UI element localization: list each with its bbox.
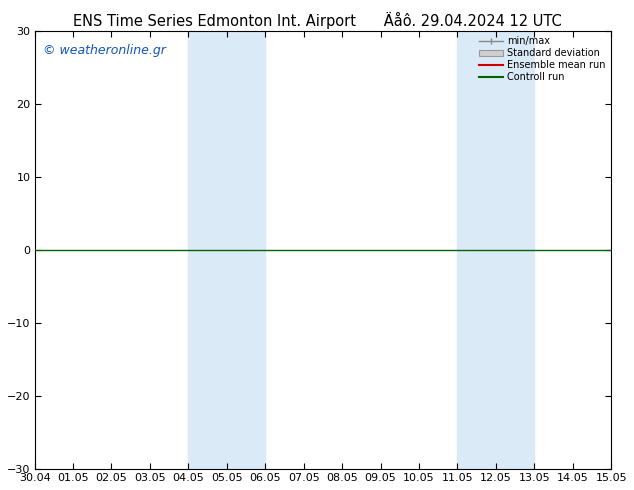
Text: ENS Time Series Edmonton Int. Airport      Äåô. 29.04.2024 12 UTC: ENS Time Series Edmonton Int. Airport Äå…	[73, 12, 561, 29]
Text: © weatheronline.gr: © weatheronline.gr	[43, 44, 166, 57]
Bar	[458, 30, 496, 469]
Legend: min/max, Standard deviation, Ensemble mean run, Controll run: min/max, Standard deviation, Ensemble me…	[475, 32, 609, 86]
Bar	[496, 30, 534, 469]
Bar	[188, 30, 227, 469]
Bar	[227, 30, 265, 469]
